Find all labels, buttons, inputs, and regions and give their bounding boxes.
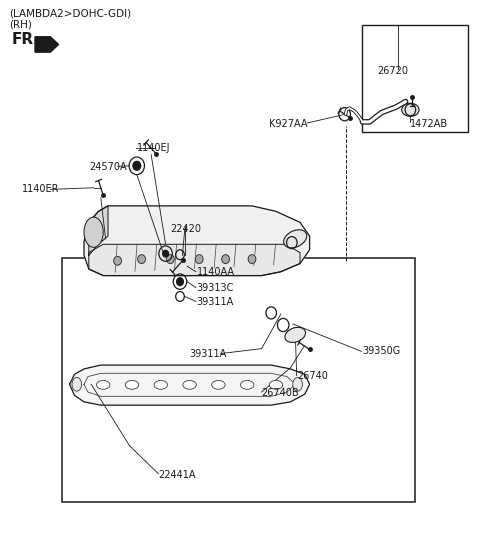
Ellipse shape [284, 230, 307, 248]
Text: (RH): (RH) [10, 19, 33, 29]
Bar [62, 258, 415, 502]
Ellipse shape [125, 380, 139, 389]
Circle shape [138, 255, 145, 264]
Ellipse shape [96, 380, 110, 389]
Text: FR.: FR. [12, 32, 40, 47]
Circle shape [163, 250, 168, 257]
Polygon shape [89, 206, 108, 255]
Text: (LAMBDA2>DOHC-GDI): (LAMBDA2>DOHC-GDI) [10, 8, 132, 18]
Polygon shape [89, 244, 300, 276]
Circle shape [222, 255, 229, 264]
Ellipse shape [72, 378, 82, 391]
Circle shape [114, 256, 121, 265]
Text: 1140AA: 1140AA [197, 267, 235, 277]
Text: 26720: 26720 [377, 66, 408, 76]
Ellipse shape [212, 380, 225, 389]
Text: 24570A: 24570A [89, 163, 126, 172]
Text: 22441A: 22441A [158, 470, 196, 480]
Circle shape [195, 255, 203, 264]
Circle shape [177, 278, 183, 285]
Text: 39311A: 39311A [197, 297, 234, 307]
Polygon shape [35, 37, 59, 52]
Polygon shape [84, 206, 310, 276]
Bar [362, 25, 468, 132]
Text: 39311A: 39311A [190, 349, 227, 359]
Ellipse shape [154, 380, 168, 389]
Ellipse shape [269, 380, 283, 389]
Text: 22420: 22420 [170, 224, 202, 234]
Text: 39313C: 39313C [197, 283, 234, 293]
Ellipse shape [84, 217, 103, 248]
Text: 26740B: 26740B [262, 388, 299, 397]
Ellipse shape [183, 380, 196, 389]
Circle shape [133, 161, 141, 170]
Ellipse shape [240, 380, 254, 389]
Ellipse shape [285, 327, 306, 343]
Text: K927AA: K927AA [269, 119, 307, 128]
Text: 1140EJ: 1140EJ [137, 143, 170, 153]
Circle shape [248, 255, 256, 264]
Text: 1140ER: 1140ER [22, 184, 59, 194]
Text: 26740: 26740 [298, 371, 328, 381]
Circle shape [167, 255, 174, 264]
Polygon shape [70, 365, 310, 405]
Text: 1472AB: 1472AB [410, 119, 448, 128]
Ellipse shape [293, 378, 302, 391]
Ellipse shape [402, 103, 419, 116]
Text: 39350G: 39350G [362, 346, 401, 356]
